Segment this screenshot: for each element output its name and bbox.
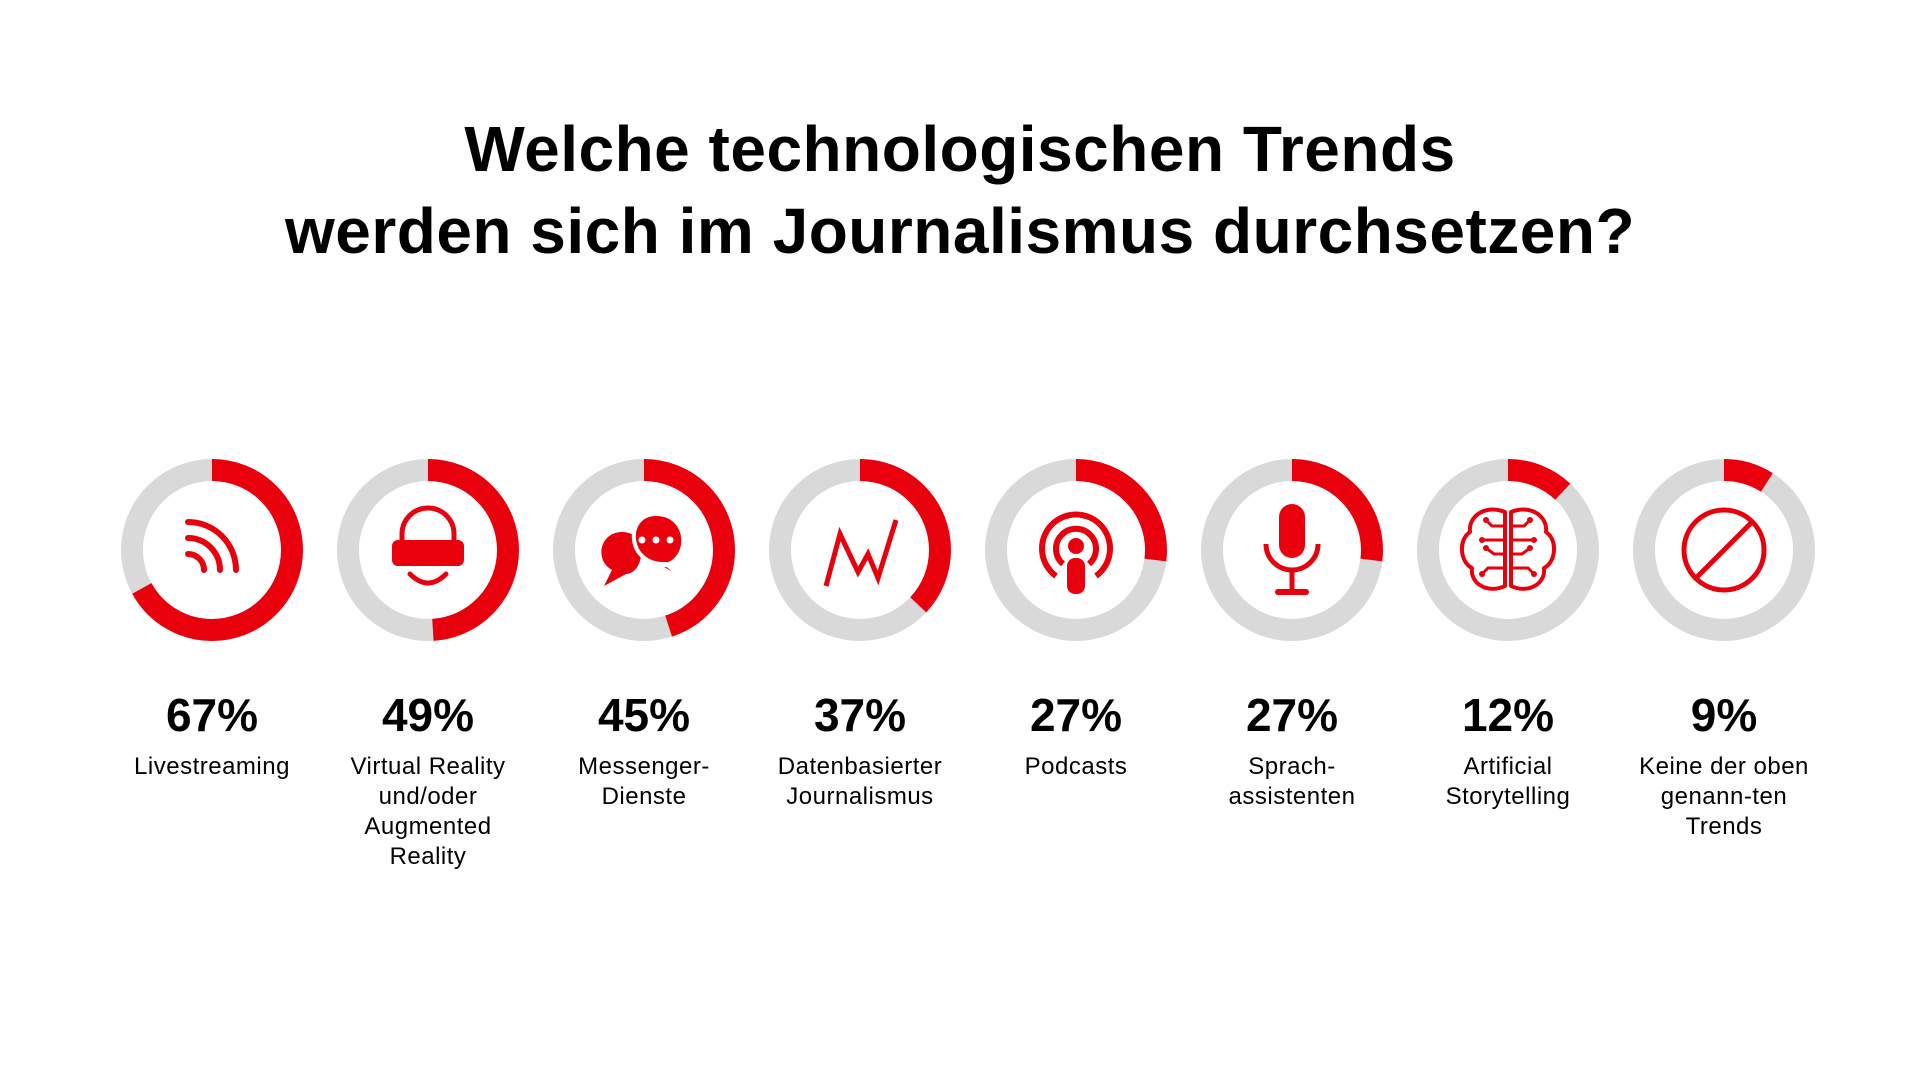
- donut-value-arc: [1201, 459, 1383, 641]
- brain-circuit-icon: [1460, 507, 1556, 591]
- value-label: 37%: [813, 689, 907, 741]
- category-label: Datenbasierter Journalismus: [777, 753, 943, 810]
- line-graph-icon: [823, 519, 899, 587]
- chat-bubbles-icon: [601, 511, 692, 586]
- donut-value-arc: [1417, 459, 1599, 641]
- donut-value-arc: [337, 459, 519, 641]
- donut-4: [769, 459, 951, 641]
- category-label: Artificial Storytelling: [1445, 753, 1571, 810]
- value-label: 67%: [165, 689, 259, 741]
- donut-value-arc: [985, 459, 1167, 641]
- microphone-icon: [1263, 504, 1321, 595]
- category-label: Keine der oben genann-ten Trends: [1639, 753, 1809, 840]
- category-label: Sprach-assistenten: [1228, 753, 1356, 810]
- donut-value-arc: [769, 459, 951, 641]
- donut-track: [1417, 459, 1599, 641]
- podcast-icon: [1039, 511, 1113, 594]
- value-label: 45%: [597, 689, 691, 741]
- category-label: Podcasts: [1024, 753, 1128, 780]
- value-label: 9%: [1690, 689, 1758, 741]
- donut-value-arc: [121, 459, 303, 641]
- donut-8: [1633, 459, 1815, 641]
- chart-title-line-1: Welche technologischen Trends: [464, 113, 1456, 185]
- broadcast-icon: [185, 519, 239, 573]
- chart-title: Welche technologischen Trends werden sic…: [0, 108, 1920, 272]
- donut-value-arc: [553, 459, 735, 641]
- chart-title-line-2: werden sich im Journalismus durchsetzen?: [284, 195, 1636, 267]
- value-label: 12%: [1461, 689, 1555, 741]
- donut-5: [985, 459, 1167, 641]
- category-label: Virtual Reality und/oder Augmented Reali…: [350, 753, 506, 870]
- vr-headset-icon: [392, 505, 464, 586]
- value-label: 49%: [381, 689, 475, 741]
- donut-7: [1417, 459, 1599, 641]
- donut-value-arc: [1633, 459, 1815, 641]
- donut-2: [337, 459, 519, 641]
- value-label: 27%: [1029, 689, 1123, 741]
- donut-3: [553, 459, 735, 641]
- category-label: Messenger-Dienste: [578, 753, 710, 810]
- category-label: Livestreaming: [134, 753, 290, 780]
- donut-6: [1201, 459, 1383, 641]
- no-sign-icon: [1681, 507, 1767, 593]
- donut-1: [121, 459, 303, 641]
- value-label: 27%: [1245, 689, 1339, 741]
